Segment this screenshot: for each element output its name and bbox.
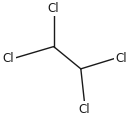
Text: Cl: Cl (2, 52, 14, 65)
Text: Cl: Cl (79, 103, 90, 116)
Text: Cl: Cl (48, 2, 59, 15)
Text: Cl: Cl (115, 52, 127, 65)
